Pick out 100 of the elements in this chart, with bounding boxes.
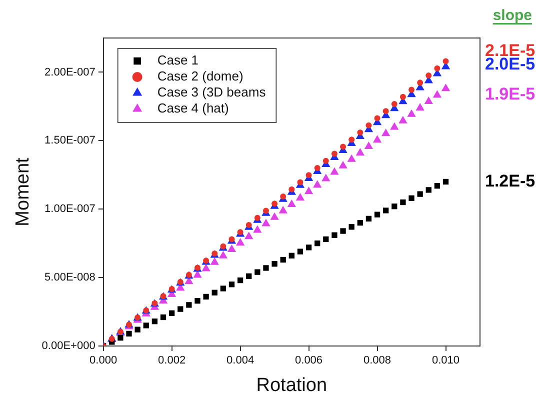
point [306,244,312,250]
point [417,191,423,197]
point [408,86,415,93]
y-axis-title: Moment [12,156,34,226]
point [400,94,406,100]
point [178,306,184,312]
point [374,115,380,122]
point [332,232,338,238]
point [236,238,245,246]
point [372,135,382,143]
point [202,264,210,272]
text: slope [492,7,532,24]
y-tick-label: 5.00E-008 [44,272,96,284]
point [330,167,339,175]
point [382,108,389,114]
point [263,265,269,271]
point [272,261,278,267]
point [246,273,252,280]
point [432,90,442,98]
point [400,199,406,206]
point [323,236,329,242]
point [392,204,398,210]
point [118,334,124,341]
point [441,84,450,92]
point [364,142,374,150]
text: 1.9E-5 [485,84,536,104]
point [407,109,416,117]
y-tick-label: 1.00E-007 [44,203,96,216]
point [416,102,424,110]
x-tick-label: 0.006 [295,354,323,367]
point [340,228,346,234]
point [297,248,304,254]
text: 1.2E-5 [485,171,536,190]
point [194,298,200,304]
point [426,72,432,79]
y-tick-label: 2.00E-007 [44,66,96,78]
point [288,252,294,258]
point [254,269,260,275]
point [244,232,254,240]
point [434,183,440,189]
point [390,122,399,130]
point [262,218,270,226]
point [220,286,226,292]
legend-label: Case 2 (dome) [157,68,244,84]
point [426,187,432,193]
point [212,290,218,296]
point [374,212,380,218]
point [253,225,262,233]
point [160,314,166,320]
point [203,294,209,300]
legend-label: Case 1 [157,52,199,68]
point [391,100,398,107]
point [237,277,244,284]
point [186,302,192,308]
point [338,160,348,168]
point [134,326,140,332]
point [228,282,235,288]
legend-label: Case 4 (hat) [157,100,229,116]
legend-label: Case 3 (3D beams [157,84,266,100]
point [331,150,338,157]
point [314,240,320,246]
point [210,257,219,265]
point [126,330,132,337]
point [297,179,304,186]
point [366,216,372,222]
point [288,186,295,192]
point [296,193,305,201]
point [442,178,449,185]
point [152,318,158,324]
x-tick-label: 0.008 [364,354,392,367]
point [304,186,314,194]
point [442,58,449,64]
point [227,244,236,252]
point [357,129,364,136]
x-tick-label: 0.004 [226,354,254,367]
point [143,322,149,328]
point [306,172,312,178]
point [313,180,322,188]
point [398,116,408,124]
y-tick-label: 0.00E+000 [42,340,96,352]
y-tick-label: 1.50E-007 [44,134,96,147]
point [287,199,296,207]
x-tick-label: 0.002 [158,354,186,367]
point [383,208,389,214]
point [417,80,424,86]
point [322,158,329,164]
point [280,256,286,263]
point [322,174,330,182]
point [434,65,440,72]
point [348,224,354,230]
point [366,122,372,128]
point [357,220,363,226]
x-tick-label: 0.000 [90,354,118,367]
point [356,148,364,156]
point [408,195,414,201]
point [218,250,228,258]
point [314,165,320,172]
point [168,310,175,316]
point [382,128,390,136]
point [270,212,279,220]
